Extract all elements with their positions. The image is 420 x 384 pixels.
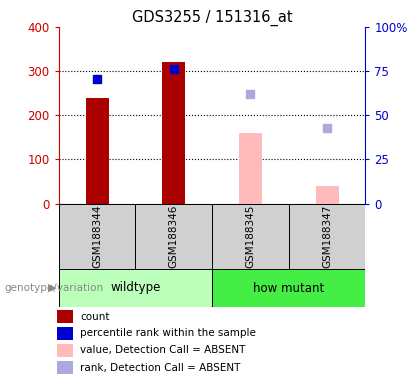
Text: GSM188344: GSM188344 xyxy=(92,204,102,268)
Text: how mutant: how mutant xyxy=(253,281,324,295)
Bar xyxy=(57,327,74,340)
Text: wildtype: wildtype xyxy=(110,281,160,295)
Bar xyxy=(162,62,185,204)
Bar xyxy=(57,310,74,323)
Bar xyxy=(86,98,109,204)
Text: GSM188345: GSM188345 xyxy=(245,204,255,268)
FancyBboxPatch shape xyxy=(289,204,365,269)
Text: GSM188346: GSM188346 xyxy=(169,204,179,268)
Bar xyxy=(57,344,74,357)
FancyBboxPatch shape xyxy=(212,269,365,307)
FancyBboxPatch shape xyxy=(59,269,212,307)
Text: GSM188347: GSM188347 xyxy=(322,204,332,268)
FancyBboxPatch shape xyxy=(212,204,289,269)
Text: ▶: ▶ xyxy=(48,283,57,293)
FancyBboxPatch shape xyxy=(135,204,212,269)
Bar xyxy=(239,133,262,204)
Title: GDS3255 / 151316_at: GDS3255 / 151316_at xyxy=(132,9,292,25)
Bar xyxy=(57,361,74,374)
Text: count: count xyxy=(80,312,109,322)
Bar xyxy=(315,186,339,204)
Text: rank, Detection Call = ABSENT: rank, Detection Call = ABSENT xyxy=(80,363,240,373)
Text: percentile rank within the sample: percentile rank within the sample xyxy=(80,328,256,338)
FancyBboxPatch shape xyxy=(59,204,135,269)
Text: genotype/variation: genotype/variation xyxy=(4,283,103,293)
Text: value, Detection Call = ABSENT: value, Detection Call = ABSENT xyxy=(80,345,245,355)
